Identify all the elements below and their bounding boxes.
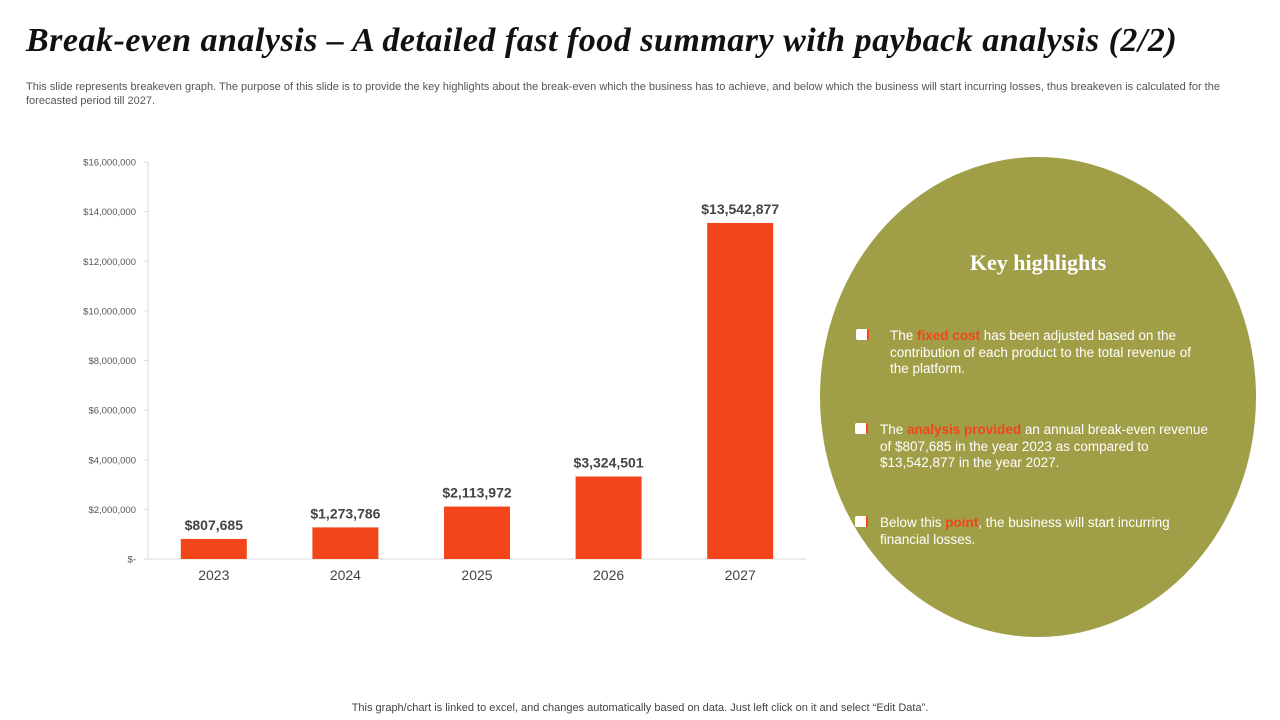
x-tick-label: 2025 bbox=[461, 567, 492, 583]
x-tick-label: 2024 bbox=[330, 567, 361, 583]
y-tick-label: $8,000,000 bbox=[88, 356, 136, 367]
value-label: $807,685 bbox=[185, 517, 244, 533]
value-label: $1,273,786 bbox=[310, 505, 380, 521]
value-label: $13,542,877 bbox=[701, 201, 779, 217]
y-tick-label: $14,000,000 bbox=[83, 207, 136, 218]
bullet-segment: , the business will start incurring fina… bbox=[880, 515, 1170, 547]
value-label: $2,113,972 bbox=[442, 485, 512, 501]
bullet-highlight: point bbox=[945, 515, 979, 530]
description: This slide represents breakeven graph. T… bbox=[26, 81, 1220, 107]
y-tick-label: $- bbox=[128, 555, 136, 566]
highlights-circle bbox=[820, 157, 1256, 637]
bullet-icon bbox=[855, 423, 868, 434]
bullet-segment: The bbox=[890, 328, 918, 343]
bar bbox=[444, 506, 510, 559]
bullet-icon bbox=[856, 329, 869, 340]
bullet-segment: an annual break-even revenue of $807,685… bbox=[880, 422, 1208, 470]
y-tick-label: $10,000,000 bbox=[83, 306, 136, 317]
highlights-title: Key highlights bbox=[969, 250, 1107, 275]
bullet-text: The analysis provided an annual break-ev… bbox=[880, 422, 1210, 472]
slide-title: Break-even analysis – A detailed fast fo… bbox=[26, 22, 1178, 59]
y-tick-label: $6,000,000 bbox=[88, 406, 136, 417]
bar bbox=[312, 527, 379, 559]
bullet-segment: The bbox=[880, 422, 908, 437]
bullet-text: The fixed cost has been adjusted based o… bbox=[890, 328, 1210, 378]
bullet-text: Below this point, the business will star… bbox=[880, 515, 1210, 548]
x-tick-label: 2026 bbox=[593, 567, 624, 583]
bar bbox=[180, 538, 247, 559]
x-tick-label: 2027 bbox=[725, 567, 756, 583]
bullet-highlight: analysis provided bbox=[907, 422, 1022, 437]
y-tick-label: $12,000,000 bbox=[83, 257, 136, 268]
bullet-segment: has been adjusted based on the contribut… bbox=[890, 328, 1191, 376]
bullet-icon bbox=[855, 516, 868, 527]
value-label: $3,324,501 bbox=[574, 455, 644, 471]
bullet-highlight: fixed cost bbox=[917, 328, 981, 343]
bar bbox=[707, 222, 774, 560]
x-tick-label: 2023 bbox=[198, 567, 229, 583]
y-tick-label: $16,000,000 bbox=[83, 158, 136, 169]
bullet-segment: Below this bbox=[880, 515, 946, 530]
bar bbox=[575, 476, 642, 559]
y-tick-label: $4,000,000 bbox=[88, 455, 136, 466]
y-tick-label: $2,000,000 bbox=[88, 505, 136, 516]
footer-note: This graph/chart is linked to excel, and… bbox=[351, 702, 929, 714]
